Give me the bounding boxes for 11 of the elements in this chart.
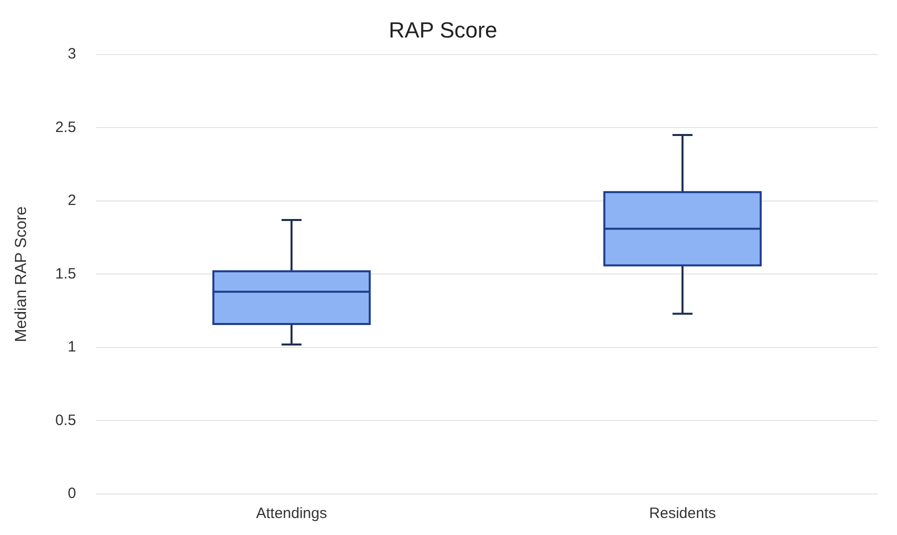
chart-title: RAP Score — [388, 17, 498, 42]
y-tick-label: 0 — [68, 485, 76, 502]
y-tick-label: 2 — [68, 192, 76, 210]
x-tick-label: Residents — [649, 505, 716, 522]
x-tick-label: Attendings — [256, 505, 327, 522]
y-tick-label: 2.5 — [55, 118, 76, 136]
y-tick-label: 3 — [68, 46, 76, 63]
y-tick-label: 1 — [68, 338, 76, 356]
y-tick-label: 1.5 — [55, 265, 76, 282]
y-tick-label: 0.5 — [55, 412, 76, 429]
y-axis-title: Median RAP Score — [13, 206, 30, 342]
